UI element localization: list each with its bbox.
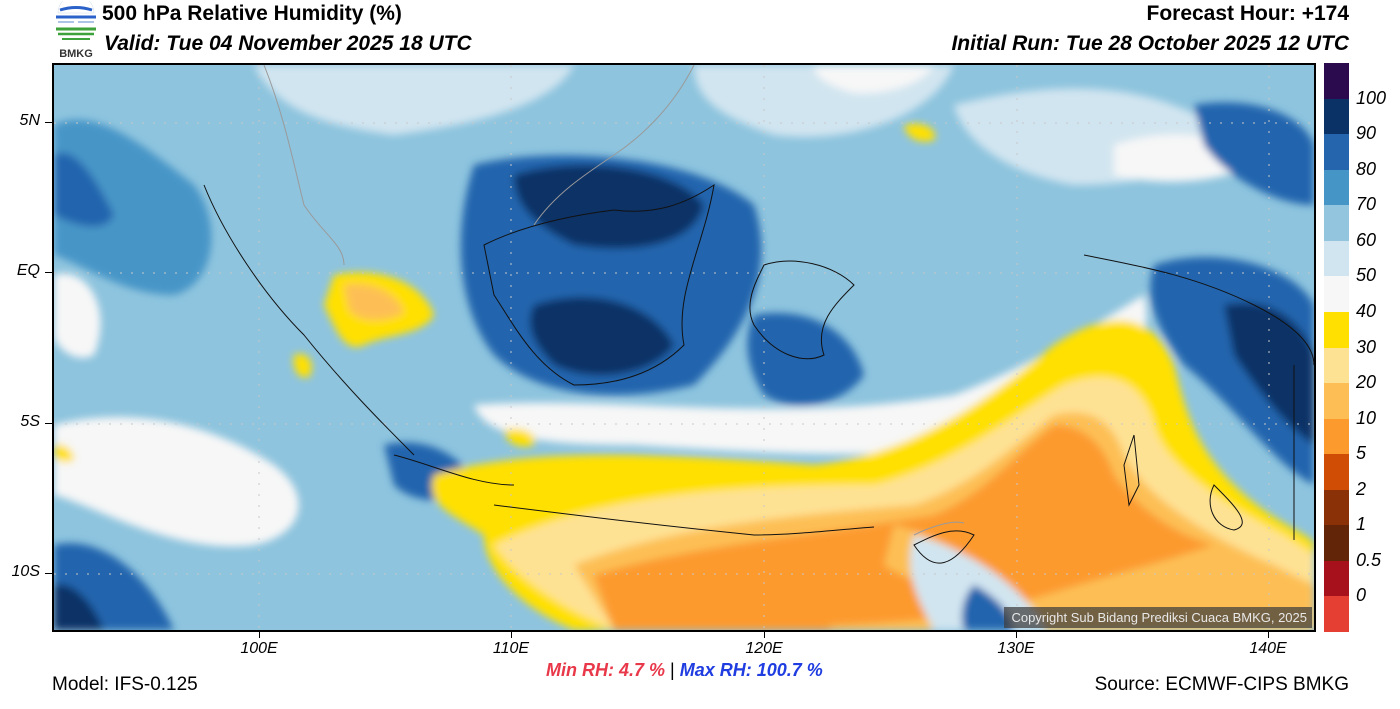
source-label: Source: ECMWF-CIPS BMKG [1094,674,1349,695]
colorbar-label: 50 [1356,265,1377,286]
lon-label-140e: 140E [1249,640,1287,657]
chart-title: 500 hPa Relative Humidity (%) [102,2,402,25]
lon-label-130e: 130E [997,640,1035,657]
colorbar-label: 5 [1356,443,1367,464]
lon-label-100e: 100E [240,640,278,657]
colorbar-segment [1324,311,1349,348]
colorbar-segment [1324,383,1349,419]
colorbar-segment [1324,596,1349,632]
colorbar-segment [1324,98,1349,135]
colorbar-segment [1324,489,1349,526]
graticule [54,65,1314,630]
lon-tick [1268,632,1269,638]
lat-tick [45,272,52,273]
humidity-map: Copyright Sub Bidang Prediksi Cuaca BMKG… [52,63,1316,632]
rh-extremes: Min RH: 4.7 % | Max RH: 100.7 % [546,660,823,681]
colorbar-label: 20 [1356,372,1377,393]
colorbar-segment [1324,276,1349,312]
copyright-notice: Copyright Sub Bidang Prediksi Cuaca BMKG… [1004,607,1312,628]
humidity-field [54,65,1314,630]
colorbar-segment [1324,454,1349,490]
lon-tick [764,632,765,638]
lon-tick [1016,632,1017,638]
lon-tick [259,632,260,638]
logo-text: BMKG [59,48,93,59]
lat-label-5n: 5N [19,112,40,129]
colorbar-label: 100 [1356,87,1387,108]
colorbar-label: 30 [1356,336,1377,357]
rh-separator: | [670,660,675,680]
lat-tick [45,423,52,424]
lon-label-110e: 110E [492,640,530,657]
colorbar-segment [1324,134,1349,170]
colorbar-segment [1324,525,1349,561]
lon-label-120e: 120E [745,640,783,657]
lon-tick [511,632,512,638]
initial-run: Initial Run: Tue 28 October 2025 12 UTC [951,32,1349,55]
colorbar-segment [1324,418,1349,455]
colorbar-label: 40 [1356,300,1377,321]
colorbar-label: 80 [1356,158,1377,179]
lat-tick [45,122,52,123]
bmkg-logo: BMKG [52,0,100,60]
colorbar-label: 0 [1356,585,1367,606]
lat-tick [45,573,52,574]
valid-time: Valid: Tue 04 November 2025 18 UTC [104,32,472,55]
max-rh: Max RH: 100.7 % [679,660,823,680]
lat-label-5s: 5S [20,413,40,430]
colorbar-segment [1324,240,1349,277]
colorbar-segment [1324,347,1349,384]
borders [263,65,965,536]
colorbar-segment [1324,560,1349,597]
lat-label-eq: EQ [16,262,40,279]
lat-label-10s: 10S [11,563,40,580]
colorbar-label: 0.5 [1356,549,1382,570]
colorbar-segment [1324,169,1349,206]
colorbar-label: 1 [1356,514,1367,535]
colorbar-segment [1324,205,1349,241]
coastlines [203,183,1314,564]
min-rh: Min RH: 4.7 % [546,660,666,680]
colorbar-label: 90 [1356,123,1377,144]
model-label: Model: IFS-0.125 [52,674,198,695]
colorbar-label: 60 [1356,229,1377,250]
colorbar-segment [1324,63,1349,99]
colorbar-label: 2 [1356,478,1367,499]
colorbar-label: 10 [1356,407,1377,428]
colorbar [1324,63,1349,632]
forecast-hour: Forecast Hour: +174 [1146,2,1350,25]
colorbar-label: 70 [1356,194,1377,215]
